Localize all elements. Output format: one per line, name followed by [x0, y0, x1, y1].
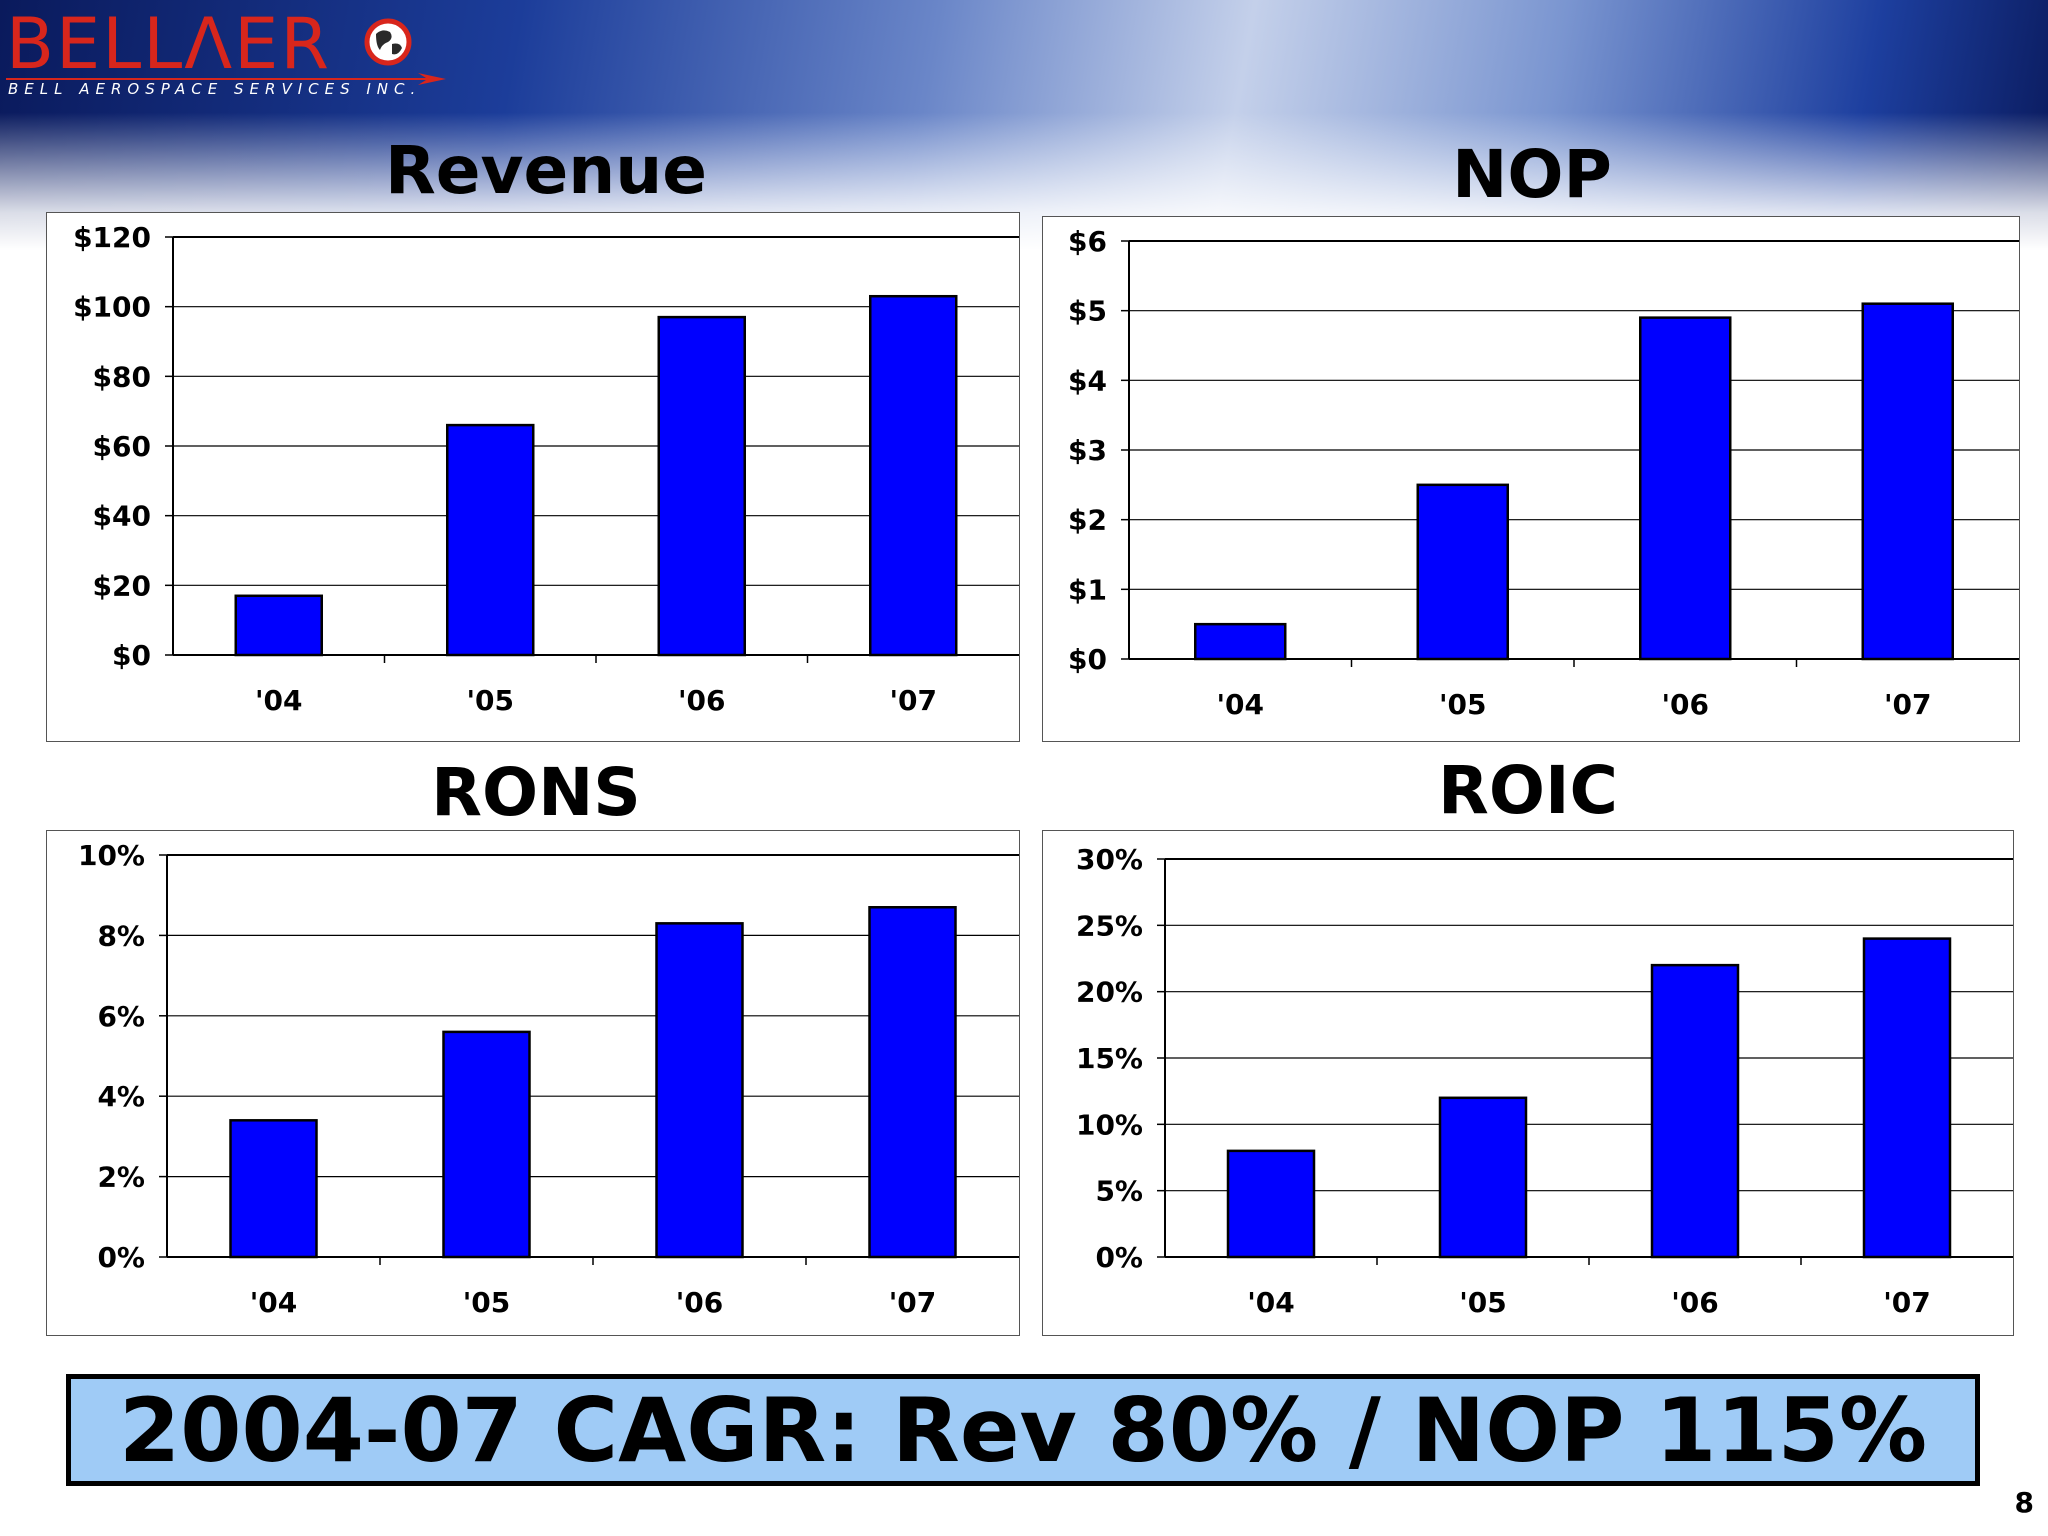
revenue-x-tick-label: '06	[678, 684, 726, 717]
chart-rons: 0% 2% 4% 6% 8% 10% '04 '05 '06 '07	[46, 830, 1020, 1336]
roic-x-tick-label: '04	[1247, 1286, 1295, 1319]
roic-bar	[1438, 1096, 1528, 1259]
globe-icon	[364, 18, 412, 66]
nop-x-tick-label: '05	[1439, 688, 1487, 721]
rons-y-tick-label: 8%	[97, 919, 145, 952]
revenue-bar	[657, 315, 746, 657]
nop-bar	[1416, 483, 1509, 661]
revenue-y-tick-label: $20	[93, 569, 151, 602]
roic-y-tick-label: 30%	[1076, 843, 1143, 876]
nop-bar	[1861, 302, 1954, 661]
roic-y-tick-label: 25%	[1076, 909, 1143, 942]
rons-x-tick-label: '05	[463, 1286, 511, 1319]
rons-y-tick-label: 0%	[97, 1241, 145, 1274]
chart-roic: 0% 5% 10% 15% 20% 25% 30% '04 '05 '06 '07	[1042, 830, 2014, 1336]
chart-title-rons: RONS	[431, 754, 641, 831]
page-number: 8	[2014, 1486, 2034, 1519]
roic-y-tick-label: 10%	[1076, 1108, 1143, 1141]
revenue-bar	[234, 594, 323, 657]
roic-bar	[1226, 1149, 1316, 1259]
nop-y-tick-label: $5	[1068, 295, 1107, 328]
nop-x-tick-label: '07	[1884, 688, 1932, 721]
revenue-y-tick-label: $100	[73, 291, 151, 324]
rons-bar	[868, 906, 957, 1259]
nop-y-tick-label: $4	[1068, 364, 1107, 397]
logo-subtitle: BELL AEROSPACE SERVICES INC.	[8, 80, 422, 98]
chart-title-nop: NOP	[1452, 136, 1612, 213]
revenue-y-tick-label: $80	[93, 360, 151, 393]
rons-x-tick-label: '06	[676, 1286, 724, 1319]
revenue-y-tick-label: $120	[73, 221, 151, 254]
chart-title-roic: ROIC	[1438, 752, 1618, 829]
chart-revenue-svg: $0 $20 $40 $60 $80 $100 $120 '04 '05 '06 '07	[73, 221, 1019, 717]
roic-y-tick-label: 15%	[1076, 1042, 1143, 1075]
rons-y-tick-label: 6%	[97, 1000, 145, 1033]
rons-y-tick-label: 10%	[78, 839, 145, 872]
header-background	[0, 0, 2048, 250]
roic-y-tick-label: 0%	[1095, 1241, 1143, 1274]
roic-bar	[1862, 937, 1952, 1259]
chart-title-revenue: Revenue	[384, 132, 708, 209]
logo-wordmark: BELLΛER	[6, 3, 332, 85]
roic-y-tick-label: 20%	[1076, 976, 1143, 1009]
revenue-y-tick-label: $40	[93, 500, 151, 533]
revenue-bar	[869, 294, 958, 657]
nop-y-tick-label: $2	[1068, 504, 1107, 537]
chart-roic-svg: 0% 5% 10% 15% 20% 25% 30% '04 '05 '06 '07	[1076, 843, 2013, 1319]
rons-bar	[442, 1030, 531, 1259]
chart-revenue: $0 $20 $40 $60 $80 $100 $120 '04 '05 '06 '07	[46, 212, 1020, 742]
rons-bar	[655, 922, 744, 1259]
nop-y-tick-label: $6	[1068, 225, 1107, 258]
logo-swoosh	[6, 73, 446, 85]
revenue-x-tick-label: '05	[466, 684, 514, 717]
chart-nop: $0 $1 $2 $3 $4 $5 $6 '04 '05 '06 '07	[1042, 216, 2020, 742]
bellaero-logo: BELLΛER BELL AEROSPACE SERVICES INC.	[6, 4, 446, 104]
revenue-x-tick-label: '07	[889, 684, 937, 717]
revenue-y-tick-label: $0	[112, 639, 151, 672]
nop-x-tick-label: '06	[1661, 688, 1709, 721]
chart-rons-svg: 0% 2% 4% 6% 8% 10% '04 '05 '06 '07	[78, 839, 1019, 1319]
roic-x-tick-label: '07	[1883, 1286, 1931, 1319]
nop-bar	[1194, 622, 1287, 661]
revenue-bar	[446, 423, 535, 657]
revenue-y-tick-label: $60	[93, 430, 151, 463]
revenue-x-tick-label: '04	[255, 684, 303, 717]
roic-bar	[1650, 963, 1740, 1259]
nop-x-tick-label: '04	[1216, 688, 1264, 721]
nop-y-tick-label: $1	[1068, 573, 1107, 606]
cagr-summary-banner: 2004-07 CAGR: Rev 80% / NOP 115%	[66, 1374, 1980, 1486]
rons-y-tick-label: 4%	[97, 1080, 145, 1113]
nop-bar	[1639, 316, 1732, 661]
rons-x-tick-label: '04	[250, 1286, 298, 1319]
nop-y-tick-label: $3	[1068, 434, 1107, 467]
roic-x-tick-label: '05	[1459, 1286, 1507, 1319]
nop-y-tick-label: $0	[1068, 643, 1107, 676]
rons-bar	[229, 1119, 318, 1259]
rons-x-tick-label: '07	[889, 1286, 937, 1319]
roic-y-tick-label: 5%	[1095, 1175, 1143, 1208]
roic-x-tick-label: '06	[1671, 1286, 1719, 1319]
rons-y-tick-label: 2%	[97, 1161, 145, 1194]
chart-nop-svg: $0 $1 $2 $3 $4 $5 $6 '04 '05 '06 '07	[1068, 225, 2019, 721]
